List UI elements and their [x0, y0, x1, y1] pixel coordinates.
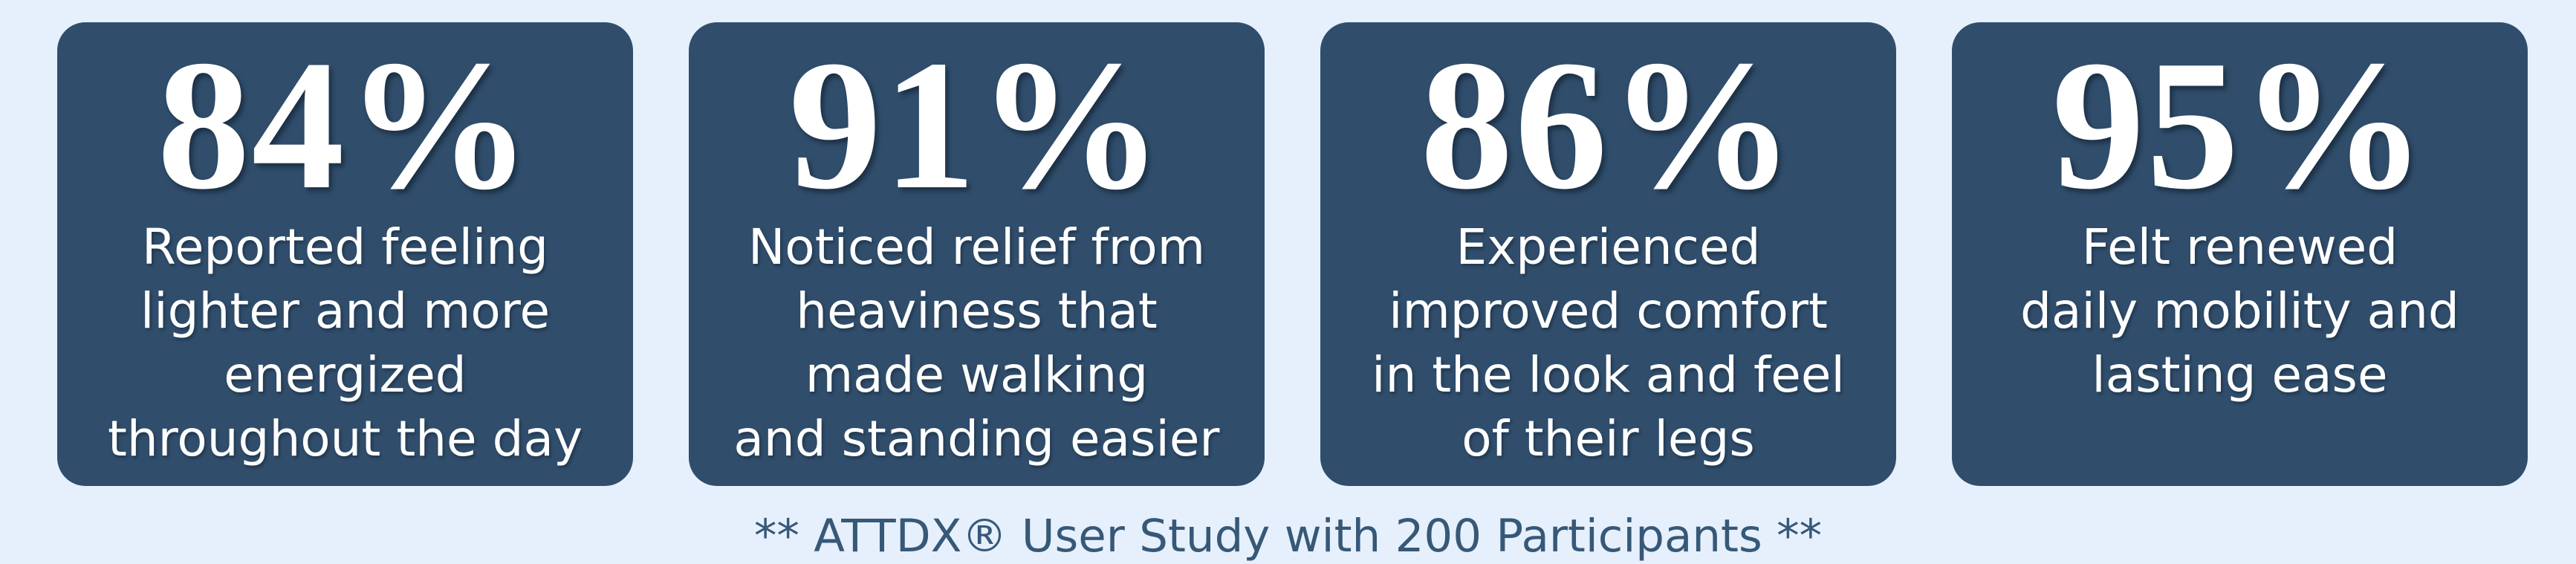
stat-percent-value: 86% [1420, 22, 1797, 228]
stat-description: Reported feeling lighter and more energi… [107, 218, 583, 467]
stat-percent-value: 95% [2051, 22, 2428, 228]
stat-cards-row: 84% Reported feeling lighter and more en… [57, 22, 2528, 486]
stat-description: Felt renewed daily mobility and lasting … [2020, 218, 2459, 403]
stat-card-renewed-mobility: 95% Felt renewed daily mobility and last… [1952, 22, 2528, 486]
stat-percent-value: 84% [157, 22, 533, 228]
stat-card-heaviness-relief: 91% Noticed relief from heaviness that m… [689, 22, 1265, 486]
stat-description: Noticed relief from heaviness that made … [733, 218, 1220, 467]
stat-percent-value: 91% [788, 22, 1165, 228]
stat-card-improved-comfort: 86% Experienced improved comfort in the … [1320, 22, 1896, 486]
stat-card-energized: 84% Reported feeling lighter and more en… [57, 22, 633, 486]
stat-description: Experienced improved comfort in the look… [1372, 218, 1845, 467]
study-source-note: ** ATTDX® User Study with 200 Participan… [753, 510, 1823, 563]
